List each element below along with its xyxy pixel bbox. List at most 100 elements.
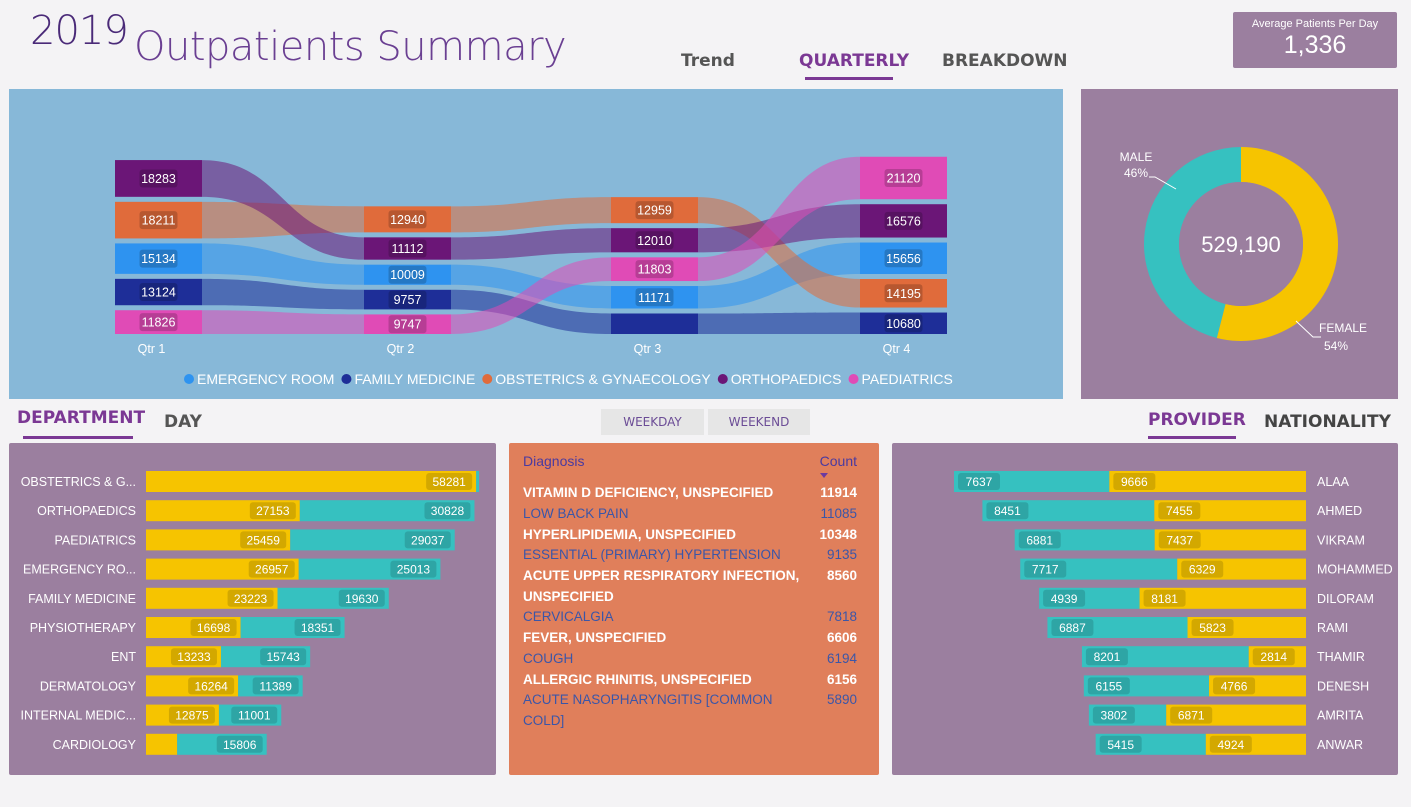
weekday-filter-button[interactable]: WEEKDAY — [601, 409, 704, 435]
department-bar-male[interactable] — [277, 587, 389, 609]
sankey-node-orthopaedics[interactable] — [860, 204, 947, 238]
department-bar-male[interactable] — [218, 704, 282, 726]
department-bar-male[interactable] — [476, 471, 479, 492]
provider-bar-male[interactable] — [1039, 587, 1140, 609]
department-bar-male[interactable] — [238, 675, 303, 697]
tab-quarterly[interactable]: QUARTERLY — [799, 51, 910, 71]
diagnosis-name[interactable]: COUGH — [523, 650, 574, 666]
sankey-node-obstetrics-gynaecology[interactable] — [611, 197, 698, 224]
legend-label-orthopaedics[interactable]: ORTHOPAEDICS — [731, 371, 842, 387]
sankey-node-obstetrics-gynaecology[interactable] — [860, 279, 947, 308]
provider-bar-female[interactable] — [1248, 646, 1306, 668]
legend-label-emergency-room[interactable]: EMERGENCY ROOM — [197, 371, 334, 387]
provider-bar-male[interactable] — [1081, 646, 1249, 668]
diagnosis-name[interactable]: VITAMIN D DEFICIENCY, UNSPECIFIED — [523, 485, 774, 500]
sankey-label-bg — [388, 239, 427, 258]
provider-bar-male[interactable] — [1014, 529, 1155, 551]
department-value-bg — [168, 706, 215, 724]
provider-value-male: 6155 — [1095, 679, 1122, 693]
department-bar-male[interactable] — [220, 646, 311, 668]
tab-day[interactable]: DAY — [164, 412, 202, 432]
sankey-label-bg — [139, 249, 178, 268]
tab-nationality[interactable]: NATIONALITY — [1264, 412, 1391, 432]
sankey-value-label: 13124 — [141, 286, 176, 300]
sankey-node-orthopaedics[interactable] — [115, 160, 202, 197]
diagnosis-name[interactable]: ACUTE UPPER RESPIRATORY INFECTION, — [523, 568, 800, 584]
tab-breakdown[interactable]: BREAKDOWN — [942, 51, 1068, 71]
sankey-node-emergency-room[interactable] — [611, 286, 698, 309]
sankey-node-paediatrics[interactable] — [115, 310, 202, 334]
diagnosis-name[interactable]: ESSENTIAL (PRIMARY) HYPERTENSION — [523, 547, 781, 563]
sankey-label-bg — [635, 201, 674, 220]
department-value-female: 23223 — [234, 592, 268, 606]
provider-bar-male[interactable] — [1083, 675, 1210, 697]
weekend-filter-button[interactable]: WEEKEND — [708, 409, 810, 435]
provider-bar-female[interactable] — [1109, 471, 1306, 492]
tab-provider[interactable]: PROVIDER — [1148, 410, 1246, 430]
legend-label-paediatrics[interactable]: PAEDIATRICS — [862, 371, 953, 387]
department-bar-female[interactable] — [146, 704, 219, 726]
diagnosis-name[interactable]: FEVER, UNSPECIFIED — [523, 630, 667, 645]
sankey-node-paediatrics[interactable] — [611, 257, 698, 282]
sankey-node-orthopaedics[interactable] — [611, 228, 698, 253]
provider-bar-male[interactable] — [1020, 558, 1178, 580]
sankey-node-emergency-room[interactable] — [860, 242, 947, 275]
sankey-node-family-medicine[interactable] — [115, 278, 202, 306]
legend-label-family-medicine[interactable]: FAMILY MEDICINE — [354, 371, 475, 387]
sankey-node-emergency-room[interactable] — [115, 243, 202, 274]
sankey-ribbon-emergency-room — [202, 243, 364, 285]
sankey-node-family-medicine[interactable] — [611, 313, 698, 334]
sankey-node-family-medicine[interactable] — [364, 289, 451, 310]
provider-bar-female[interactable] — [1166, 704, 1306, 726]
department-bar-male[interactable] — [299, 500, 475, 522]
sankey-value-label: 18211 — [142, 214, 176, 228]
sankey-node-obstetrics-gynaecology[interactable] — [364, 206, 451, 233]
department-bar-female[interactable] — [146, 471, 477, 492]
sankey-node-paediatrics[interactable] — [860, 156, 947, 200]
tab-department[interactable]: DEPARTMENT — [17, 408, 146, 428]
provider-bar-male[interactable] — [954, 471, 1110, 492]
department-bar-male[interactable] — [177, 733, 267, 755]
sankey-node-paediatrics[interactable] — [364, 314, 451, 334]
department-bar-female[interactable] — [146, 646, 221, 668]
tab-trend[interactable]: Trend — [681, 51, 735, 71]
provider-bar-female[interactable] — [1209, 675, 1306, 697]
legend-label-obstetrics-gynaecology[interactable]: OBSTETRICS & GYNAECOLOGY — [495, 371, 711, 387]
department-bar-male[interactable] — [298, 558, 441, 580]
department-bar-female[interactable] — [146, 587, 278, 609]
provider-bar-male[interactable] — [1047, 617, 1188, 638]
diagnosis-name[interactable]: ACUTE NASOPHARYNGITIS [COMMON — [523, 692, 773, 708]
provider-bar-female[interactable] — [1154, 500, 1306, 522]
diagnosis-name[interactable]: LOW BACK PAIN — [523, 505, 629, 521]
department-bar-female[interactable] — [146, 733, 178, 755]
department-bar-male[interactable] — [240, 617, 345, 638]
department-bar-male[interactable] — [290, 529, 455, 551]
department-bar-female[interactable] — [146, 617, 241, 638]
donut-slice-male[interactable] — [1144, 147, 1241, 338]
department-bar-female[interactable] — [146, 675, 239, 697]
provider-bar-male[interactable] — [1088, 704, 1167, 726]
sankey-node-emergency-room[interactable] — [364, 264, 451, 285]
diagnosis-name[interactable]: HYPERLIPIDEMIA, UNSPECIFIED — [523, 526, 737, 542]
provider-bar-female[interactable] — [1187, 617, 1306, 638]
provider-bar-male[interactable] — [982, 500, 1155, 522]
diagnosis-name-continued[interactable]: COLD] — [523, 712, 565, 728]
sankey-ribbon-family-medicine — [698, 312, 860, 334]
diagnosis-name[interactable]: CERVICALGIA — [523, 609, 614, 625]
department-bar-female[interactable] — [146, 529, 291, 551]
provider-bar-male[interactable] — [1095, 733, 1206, 755]
provider-bar-female[interactable] — [1139, 587, 1306, 609]
provider-bar-female[interactable] — [1154, 529, 1306, 551]
sankey-node-obstetrics-gynaecology[interactable] — [115, 201, 202, 239]
count-column-header[interactable]: Count — [819, 453, 857, 469]
sankey-node-family-medicine[interactable] — [860, 312, 947, 334]
department-bar-female[interactable] — [146, 500, 300, 522]
donut-slice-female[interactable] — [1216, 147, 1338, 341]
provider-bar-female[interactable] — [1205, 733, 1306, 755]
sankey-node-orthopaedics[interactable] — [364, 237, 451, 260]
department-bar-female[interactable] — [146, 558, 299, 580]
diagnosis-name[interactable]: ALLERGIC RHINITIS, UNSPECIFIED — [523, 671, 752, 687]
provider-bar-female[interactable] — [1177, 558, 1306, 580]
diagnosis-column-header[interactable]: Diagnosis — [523, 453, 585, 469]
diagnosis-name-continued[interactable]: UNSPECIFIED — [523, 588, 614, 604]
